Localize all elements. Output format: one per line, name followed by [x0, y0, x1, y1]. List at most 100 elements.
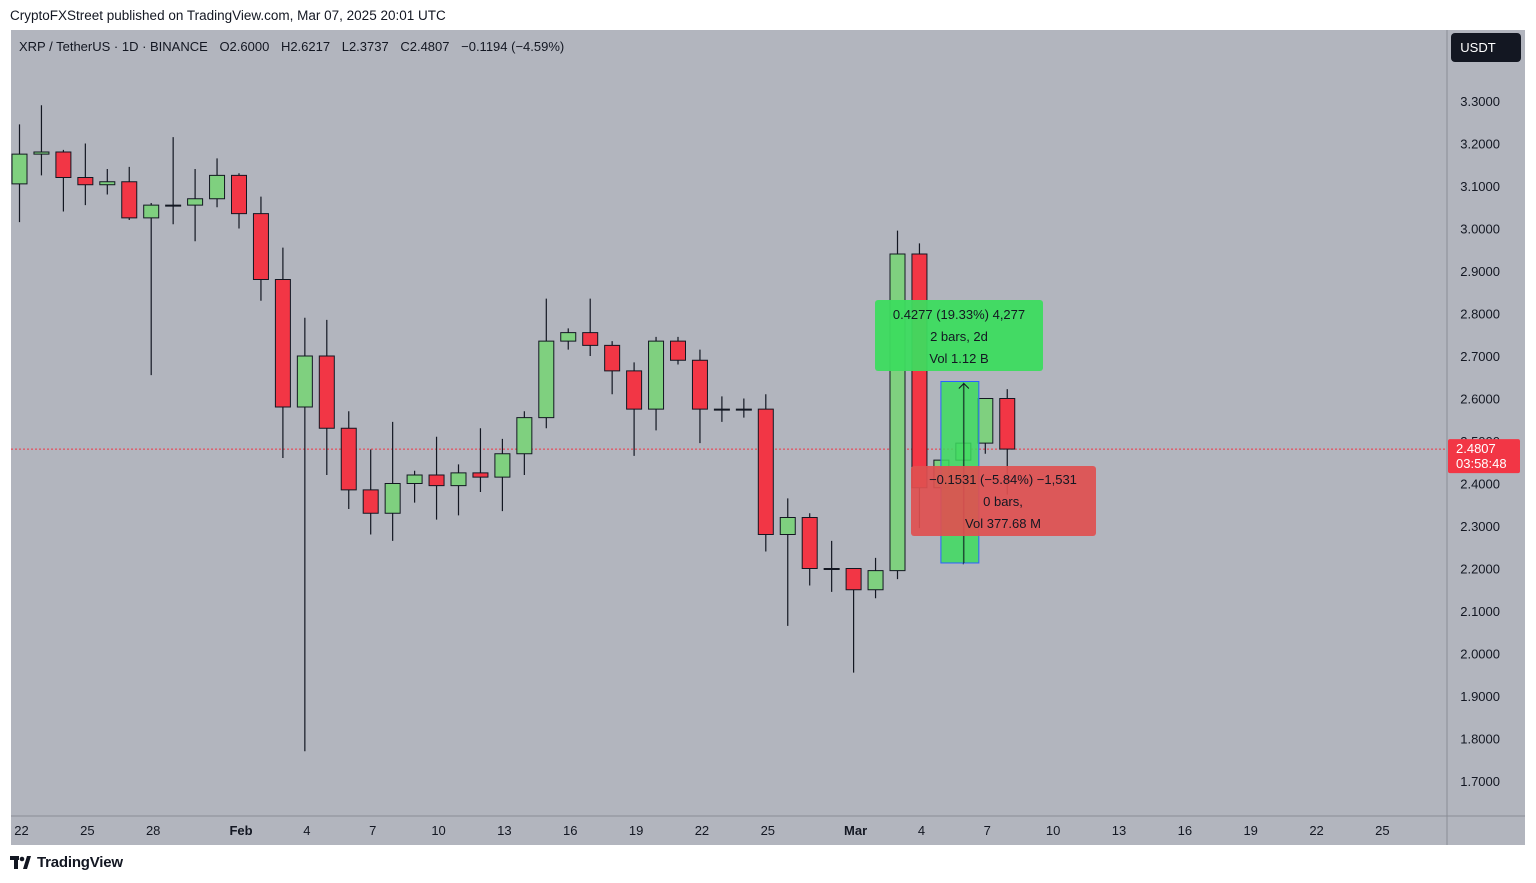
candle-body-up: [823, 568, 840, 570]
candle-body-down: [318, 355, 335, 429]
time-tick-label: 25: [761, 823, 775, 838]
candle: [340, 411, 357, 509]
candle-body-down: [604, 344, 621, 372]
candle-body-up: [450, 472, 467, 487]
candle: [406, 470, 423, 503]
price-tick-label: 3.1000: [1460, 179, 1500, 194]
candle: [757, 394, 774, 552]
currency-button[interactable]: USDT: [1451, 33, 1521, 62]
time-tick-label: 25: [1375, 823, 1389, 838]
measure-down-line2: 0 bars,: [983, 494, 1023, 509]
time-axis-background: [11, 816, 1525, 845]
tradingview-logo[interactable]: TradingView: [10, 854, 123, 871]
price-tick-label: 1.9000: [1460, 689, 1500, 704]
candle: [428, 436, 445, 520]
candle-body-down: [626, 370, 643, 410]
measure-up-line2: 2 bars, 2d: [930, 329, 988, 344]
time-tick-label: 28: [146, 823, 160, 838]
time-tick-label: Feb: [229, 823, 252, 838]
legend-open: O2.6000: [219, 39, 269, 54]
price-tick-label: 2.4000: [1460, 477, 1500, 492]
legend-symbol: XRP / TetherUS · 1D · BINANCE: [19, 39, 208, 54]
measure-up-line1: 0.4277 (19.33%) 4,277: [893, 307, 1025, 322]
published-attribution: CryptoFXStreet published on TradingView.…: [10, 8, 446, 23]
candle: [11, 124, 28, 223]
candle-body-down: [231, 174, 247, 215]
legend-high: H2.6217: [281, 39, 330, 54]
candle: [713, 396, 730, 422]
candle-body-up: [713, 408, 730, 411]
candle-body-down: [274, 279, 291, 408]
candle: [516, 411, 533, 475]
candle: [143, 203, 160, 376]
price-tick-label: 2.7000: [1460, 349, 1500, 364]
candle: [99, 169, 116, 195]
candle-body-up: [384, 483, 401, 514]
time-tick-label: 22: [14, 823, 28, 838]
time-tick-label: 25: [80, 823, 94, 838]
tradingview-brand: TradingView: [37, 854, 123, 871]
candle-body-up: [560, 332, 577, 342]
candle: [33, 105, 50, 176]
candle-body-down: [55, 151, 72, 178]
candle: [494, 438, 511, 512]
current-price-label: 2.4807 03:58:48: [1448, 439, 1520, 474]
price-tick-label: 2.9000: [1460, 264, 1500, 279]
candle-body-down: [362, 489, 379, 514]
candle-body-up: [165, 204, 182, 207]
candle-body-up: [977, 398, 994, 444]
legend-change: −0.1194 (−4.59%): [461, 39, 564, 54]
time-tick-label: 16: [1178, 823, 1192, 838]
candle-body-up: [516, 417, 533, 455]
price-tick-label: 2.8000: [1460, 307, 1500, 322]
candle: [823, 540, 840, 592]
legend-low: L2.3737: [342, 39, 389, 54]
price-tick-label: 2.6000: [1460, 392, 1500, 407]
candle: [779, 498, 796, 626]
measure-arrow-up-icon: [958, 382, 970, 389]
price-tick-label: 1.7000: [1460, 774, 1500, 789]
candle-body-down: [801, 517, 818, 569]
candle: [121, 166, 138, 220]
candle: [274, 247, 291, 458]
current-price-value: 2.4807: [1456, 441, 1496, 456]
candle: [318, 319, 335, 475]
candle: [384, 421, 401, 541]
price-tick-label: 3.0000: [1460, 222, 1500, 237]
candle: [801, 513, 818, 586]
price-tick-label: 2.0000: [1460, 647, 1500, 662]
candle-body-up: [538, 340, 555, 419]
time-tick-label: 13: [497, 823, 511, 838]
time-tick-label: 19: [1243, 823, 1257, 838]
candle-body-up: [494, 453, 511, 478]
plot-background: [11, 30, 1447, 816]
measure-up-line3: Vol 1.12 B: [929, 351, 988, 366]
price-tick-label: 3.2000: [1460, 137, 1500, 152]
candle: [362, 449, 379, 535]
legend-close: C2.4807: [400, 39, 449, 54]
bar-countdown: 03:58:48: [1456, 456, 1507, 471]
candle: [845, 568, 862, 673]
candle: [691, 349, 708, 444]
currency-button-label: USDT: [1460, 40, 1495, 55]
price-tick-label: 1.8000: [1460, 732, 1500, 747]
candle: [582, 298, 599, 356]
candle-body-down: [340, 427, 357, 491]
measure-up-box[interactable]: 0.4277 (19.33%) 4,277 2 bars, 2d Vol 1.1…: [875, 300, 1043, 371]
candle-body-up: [33, 151, 50, 155]
time-tick-label: 19: [629, 823, 643, 838]
time-tick-label: 10: [1046, 823, 1060, 838]
candle-body-up: [735, 408, 752, 411]
candle: [560, 328, 577, 350]
candle-body-up: [867, 570, 884, 591]
candle-body-down: [691, 359, 708, 410]
candle: [209, 158, 226, 208]
candle-body-up: [779, 517, 796, 535]
candle: [296, 317, 313, 752]
time-tick-label: Mar: [844, 823, 867, 838]
price-tick-label: 2.1000: [1460, 604, 1500, 619]
measure-down-box[interactable]: −0.1531 (−5.84%) −1,531 0 bars, Vol 377.…: [911, 466, 1096, 536]
time-tick-label: 16: [563, 823, 577, 838]
candle: [977, 398, 994, 454]
